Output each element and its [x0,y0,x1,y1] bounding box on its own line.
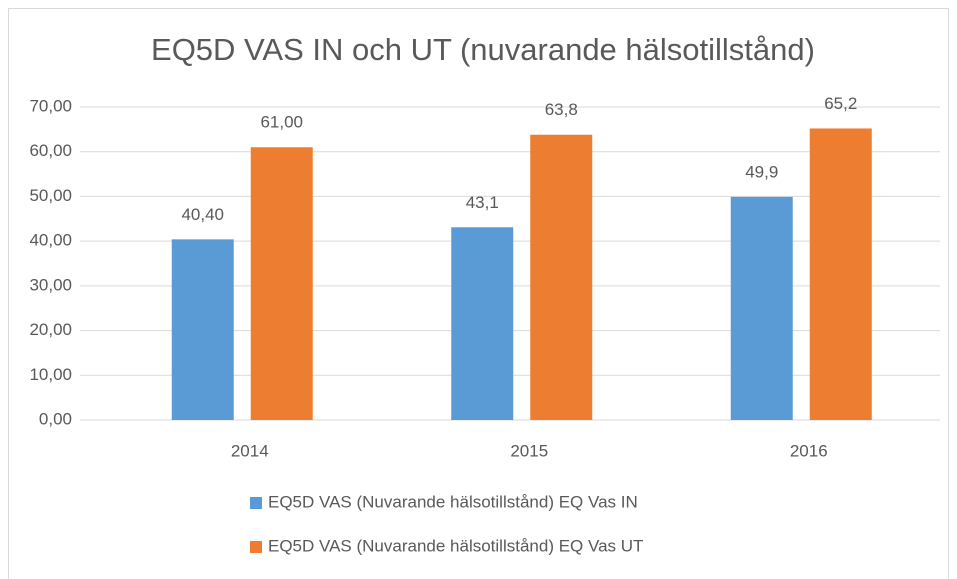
y-tick-label: 0,00 [39,409,72,428]
data-label: 40,40 [181,205,224,224]
legend-swatch [250,541,262,553]
chart-title: EQ5D VAS IN och UT (nuvarande hälsotills… [151,32,815,67]
y-tick-label: 30,00 [29,275,72,294]
x-tick-label: 2015 [510,441,548,460]
x-tick-label: 2014 [231,441,269,460]
data-label: 49,9 [745,162,778,181]
bar [250,147,313,420]
data-label: 63,8 [545,100,578,119]
legend-swatch [250,497,262,509]
data-label: 65,2 [824,94,857,113]
bar [730,196,793,420]
data-label: 43,1 [466,193,499,212]
legend-label: EQ5D VAS (Nuvarande hälsotillstånd) EQ V… [268,536,643,555]
y-tick-label: 10,00 [29,365,72,384]
bar [451,227,514,420]
data-label: 61,00 [260,113,303,132]
x-tick-label: 2016 [790,441,828,460]
bar [530,134,593,421]
legend-label: EQ5D VAS (Nuvarande hälsotillstånd) EQ V… [268,492,638,511]
y-tick-label: 60,00 [29,141,72,160]
y-tick-label: 20,00 [29,320,72,339]
y-tick-label: 50,00 [29,186,72,205]
bar [809,128,872,420]
y-tick-label: 40,00 [29,231,72,250]
y-tick-label: 70,00 [29,96,72,115]
bar [171,239,234,420]
